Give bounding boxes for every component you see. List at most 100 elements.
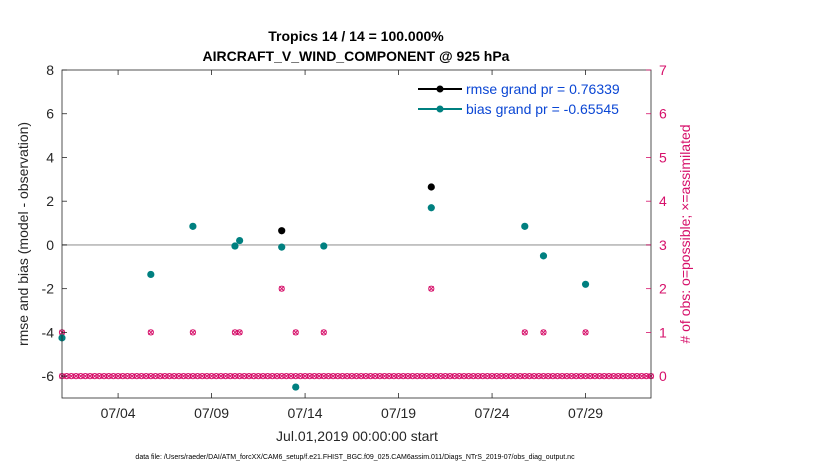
obs-assimilated-marker [358,373,364,379]
obs-assimilated-marker [629,373,636,379]
obs-possible-marker [484,373,491,380]
obs-assimilated-marker [232,329,238,336]
obs-assimilated-marker [372,373,378,379]
obs-possible-marker [133,373,140,380]
obs-possible-marker [400,373,407,380]
obs-possible-marker [241,373,248,380]
obs-possible-marker [316,373,323,380]
legend-rmse-label: rmse grand pr = 0.76339 [466,81,620,97]
obs-assimilated-marker [236,329,243,336]
obs-assimilated-marker [260,373,266,379]
obs-assimilated-marker [419,373,425,379]
obs-possible-marker [559,373,566,380]
obs-assimilated-marker [335,373,341,379]
obs-assimilated-marker [190,373,196,379]
x-tick-label: 07/24 [475,405,510,421]
obs-possible-marker [255,373,262,380]
obs-assimilated-marker [489,373,495,379]
legend: rmse grand pr = 0.76339 bias grand pr = … [418,81,620,117]
obs-possible-marker [573,373,580,380]
obs-assimilated-marker [77,373,84,379]
obs-possible-marker [479,373,486,380]
obs-assimilated-marker [564,373,570,379]
x-tick-label: 07/29 [568,405,603,421]
legend-bias-marker [436,105,444,113]
obs-assimilated-marker [129,373,135,379]
rmse-point [427,183,435,191]
obs-assimilated-marker [297,373,304,379]
obs-assimilated-marker [138,373,145,379]
obs-assimilated-marker [428,285,435,292]
bias-point [147,270,155,279]
obs-assimilated-marker [302,373,308,379]
obs-assimilated-marker [157,373,163,379]
y-tick-label-right: 0 [659,368,667,384]
obs-assimilated-marker [250,373,257,379]
obs-possible-marker [465,373,472,380]
obs-assimilated-marker [540,373,547,379]
obs-possible-marker [72,373,80,380]
obs-possible-marker [395,373,402,380]
obs-possible-marker [110,373,117,380]
obs-assimilated-marker [185,373,191,379]
y-tick-label-left: 6 [46,106,54,122]
obs-possible-marker [77,373,84,380]
obs-assimilated-marker [246,373,252,379]
obs-possible-marker [96,373,103,380]
obs-possible-marker [372,373,379,380]
obs-assimilated-marker [148,373,154,379]
obs-assimilated-marker [288,373,294,379]
obs-assimilated-marker [134,373,140,379]
obs-assimilated-marker [120,373,126,379]
obs-assimilated-marker [526,373,533,379]
y-tick-label-right: 5 [659,149,667,165]
obs-possible-marker [488,373,496,380]
obs-possible-marker [86,373,94,380]
obs-assimilated-marker [316,373,322,379]
obs-assimilated-marker [222,373,229,379]
bias-point [427,204,435,212]
y-tick-label-right: 7 [659,62,667,78]
bias-point [236,236,244,245]
obs-possible-marker [273,373,281,380]
obs-assimilated-marker [283,373,290,379]
obs-possible-marker [432,373,440,380]
obs-assimilated-marker [349,373,355,379]
obs-assimilated-marker [461,373,467,379]
obs-possible-marker [320,373,327,380]
legend-rmse-marker [436,85,444,93]
obs-assimilated-marker [330,373,336,379]
obs-assimilated-marker [218,373,224,379]
obs-possible-marker [381,373,388,380]
obs-assimilated-marker [470,373,477,379]
obs-assimilated-marker [278,285,285,292]
obs-assimilated-marker [414,373,421,379]
obs-assimilated-marker [456,373,463,379]
obs-possible-marker [545,373,552,380]
obs-assimilated-marker [615,373,622,379]
obs-assimilated-marker [166,373,173,379]
obs-assimilated-marker [442,373,449,379]
obs-possible-marker [404,373,412,380]
obs-possible-marker [287,373,295,380]
obs-assimilated-marker [190,329,196,336]
obs-possible-marker [194,373,201,380]
obs-possible-marker [171,373,178,380]
obs-possible-marker [189,373,196,380]
obs-possible-marker [353,373,360,380]
chart-title-line1: Tropics 14 / 14 = 100.000% [268,28,444,44]
obs-possible-marker [638,373,645,380]
obs-assimilated-marker [311,373,318,379]
obs-possible-marker [540,329,547,336]
obs-possible-marker [143,373,150,380]
obs-possible-marker [624,373,631,380]
obs-possible-marker [502,373,510,380]
obs-assimilated-marker [596,373,603,379]
obs-possible-marker [325,373,332,380]
obs-possible-marker [540,373,547,380]
obs-assimilated-marker [105,373,112,379]
obs-assimilated-marker [522,373,528,379]
obs-possible-marker [166,373,173,380]
obs-assimilated-marker [587,373,593,379]
obs-assimilated-marker [162,373,168,379]
